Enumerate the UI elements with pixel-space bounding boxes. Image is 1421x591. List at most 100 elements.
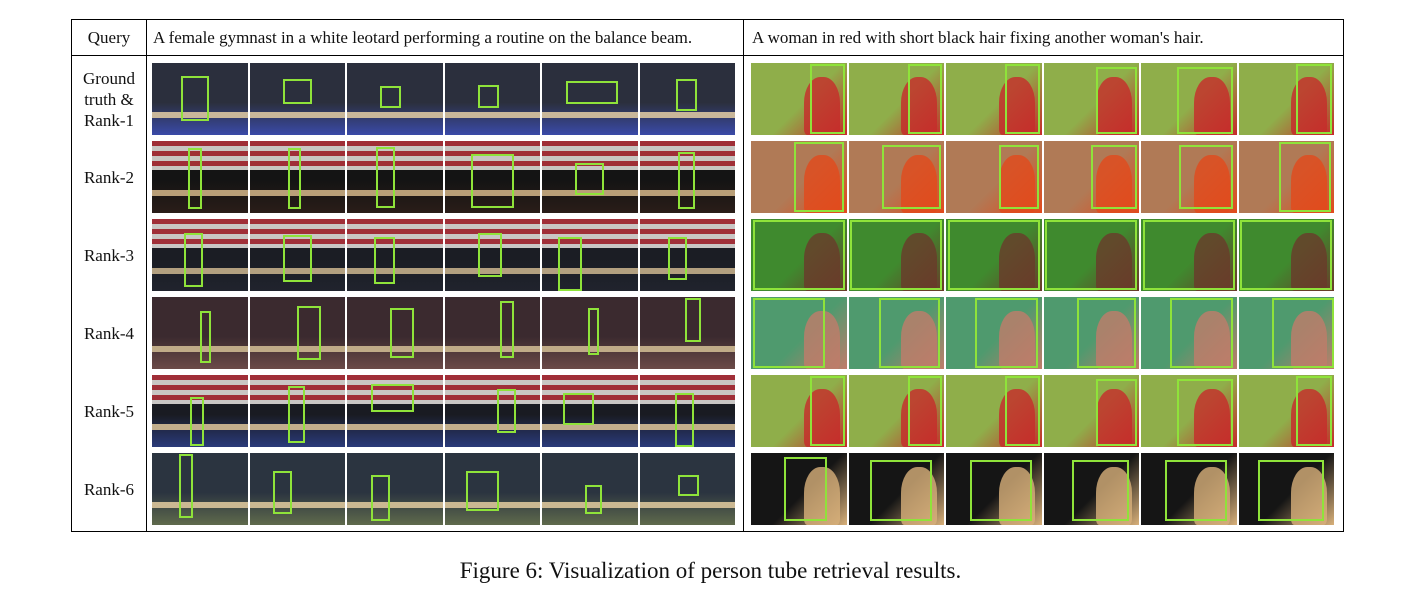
flag-stripes xyxy=(347,141,443,170)
gymnastics-frame xyxy=(639,375,735,447)
person-silhouette xyxy=(1193,467,1230,525)
bounding-box xyxy=(1295,64,1333,134)
person-silhouette xyxy=(1096,77,1133,135)
balance-beam xyxy=(347,423,443,430)
bounding-box xyxy=(584,485,603,515)
balance-beam xyxy=(444,189,540,196)
hair-frame xyxy=(1141,453,1237,525)
flag-stripes xyxy=(249,375,345,404)
figure-caption: Figure 6: Visualization of person tube r… xyxy=(459,558,962,583)
rank-label-line: Rank-2 xyxy=(83,167,135,187)
balance-beam xyxy=(152,111,248,118)
bounding-box xyxy=(752,220,845,290)
balance-beam xyxy=(639,189,735,196)
person-silhouette xyxy=(901,233,938,291)
balance-beam xyxy=(152,423,248,430)
person-silhouette xyxy=(803,233,840,291)
hair-frame xyxy=(1141,63,1237,135)
bounding-box xyxy=(752,298,825,368)
person-silhouette xyxy=(998,155,1035,213)
bounding-box xyxy=(477,233,502,277)
hair-frame xyxy=(848,141,944,213)
bounding-box xyxy=(375,146,395,208)
rank-label-line: Rank-4 xyxy=(83,323,135,343)
bounding-box xyxy=(869,460,932,522)
gymnastics-frame xyxy=(639,63,735,135)
rank-label: Ground truth & Rank-1 xyxy=(72,68,146,131)
balance-beam xyxy=(347,111,443,118)
balance-beam xyxy=(444,111,540,118)
bounding-box xyxy=(879,298,941,368)
bounding-box xyxy=(178,454,194,518)
column-divider-1 xyxy=(146,20,147,531)
bounding-box xyxy=(287,385,305,444)
bounding-box xyxy=(675,78,697,112)
flag-stripes xyxy=(542,219,638,248)
gymnastics-frame xyxy=(542,297,638,369)
rank-label: Rank-2 xyxy=(72,167,146,188)
balance-beam xyxy=(347,189,443,196)
hair-frame xyxy=(946,219,1042,291)
bounding-box xyxy=(674,393,694,447)
bounding-box xyxy=(1295,376,1333,446)
bounding-box xyxy=(297,305,322,360)
bounding-box xyxy=(998,144,1039,210)
flag-stripes xyxy=(639,141,735,170)
gymnastics-frame xyxy=(249,375,345,447)
hair-frame xyxy=(946,63,1042,135)
bounding-box xyxy=(784,456,828,522)
bounding-box xyxy=(565,81,619,105)
gymnastics-frame xyxy=(249,453,345,525)
hair-frame xyxy=(848,63,944,135)
bounding-box xyxy=(287,148,302,210)
bounding-box xyxy=(273,471,293,515)
hair-frame xyxy=(1141,375,1237,447)
person-silhouette xyxy=(1291,155,1328,213)
bounding-box xyxy=(1045,220,1138,290)
bounding-box xyxy=(907,64,943,134)
gymnastics-frame xyxy=(444,63,540,135)
hair-frame xyxy=(848,375,944,447)
flag-stripes xyxy=(542,375,638,404)
bounding-box xyxy=(373,237,395,284)
hair-frame xyxy=(751,141,847,213)
bounding-box xyxy=(558,237,583,291)
person-silhouette xyxy=(1096,389,1133,447)
gymnastics-frame xyxy=(347,453,443,525)
hair-frame xyxy=(1043,63,1139,135)
person-silhouette xyxy=(1096,155,1133,213)
rank-label-line: Rank-3 xyxy=(83,245,135,265)
bounding-box xyxy=(370,474,390,522)
balance-beam xyxy=(249,267,345,274)
bounding-box xyxy=(969,460,1032,522)
bounding-box xyxy=(1271,298,1334,368)
bounding-box xyxy=(793,142,844,212)
rank-label-line: Ground xyxy=(83,68,135,88)
bounding-box xyxy=(180,75,210,121)
gymnastics-frame xyxy=(542,63,638,135)
gymnastics-frame xyxy=(152,453,248,525)
hair-frame xyxy=(946,375,1042,447)
hair-frame xyxy=(751,219,847,291)
bounding-box xyxy=(668,237,688,281)
balance-beam xyxy=(347,267,443,274)
bounding-box xyxy=(389,307,414,359)
person-silhouette xyxy=(1291,467,1328,525)
balance-beam xyxy=(152,501,248,508)
bounding-box xyxy=(677,474,699,497)
bounding-box xyxy=(282,78,312,105)
bounding-box xyxy=(188,148,202,210)
bounding-box xyxy=(587,307,600,355)
bounding-box xyxy=(1096,66,1138,134)
hair-frame xyxy=(1043,375,1139,447)
rank-label: Rank-3 xyxy=(72,245,146,266)
hair-frame xyxy=(1238,141,1334,213)
balance-beam xyxy=(639,423,735,430)
gymnastics-frame xyxy=(639,141,735,213)
gymnastics-frame xyxy=(347,219,443,291)
gymnastics-frame xyxy=(444,453,540,525)
flag-stripes xyxy=(249,141,345,170)
person-silhouette xyxy=(803,389,840,447)
bounding-box xyxy=(471,153,515,208)
bounding-box xyxy=(850,220,943,290)
